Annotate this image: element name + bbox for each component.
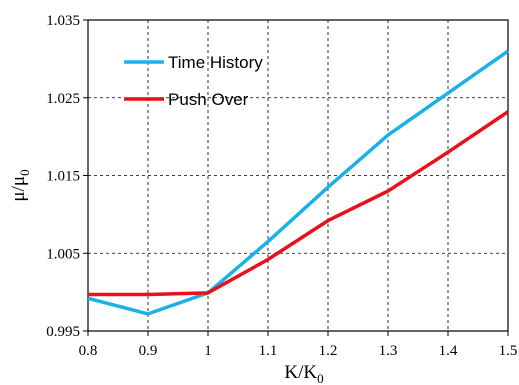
- legend-label: Time History: [168, 53, 263, 72]
- y-tick-label: 1.035: [46, 13, 80, 29]
- x-tick-label: 1.2: [319, 343, 338, 359]
- y-tick-label: 0.995: [46, 324, 80, 340]
- legend-label: Push Over: [168, 90, 249, 109]
- grid-lines: [88, 20, 508, 331]
- x-axis-label: K/K0: [284, 362, 323, 385]
- series-line-push-over: [88, 110, 509, 297]
- axis-ticks: 0.8 0.9 1 1.1 1.2 1.3 1.4 1.5 0.995 1.005 1.015 1.0…: [46, 13, 517, 359]
- legend: Time History Push Over: [124, 53, 263, 109]
- x-tick-label: 1: [204, 343, 212, 359]
- y-tick-label: 1.015: [46, 169, 80, 185]
- x-tick-label: 0.8: [79, 343, 98, 359]
- x-tick-label: 1.3: [379, 343, 398, 359]
- x-tick-label: 1.4: [439, 343, 458, 359]
- series-layer: [87, 49, 510, 316]
- y-tick-label: 1.025: [46, 91, 80, 107]
- x-tick-label: 1.5: [499, 343, 518, 359]
- series-line-time-history: [87, 49, 510, 316]
- x-tick-label: 0.9: [139, 343, 158, 359]
- y-tick-label: 1.005: [46, 246, 80, 262]
- y-axis-label: μ/μ0: [8, 169, 32, 201]
- x-tick-label: 1.1: [259, 343, 278, 359]
